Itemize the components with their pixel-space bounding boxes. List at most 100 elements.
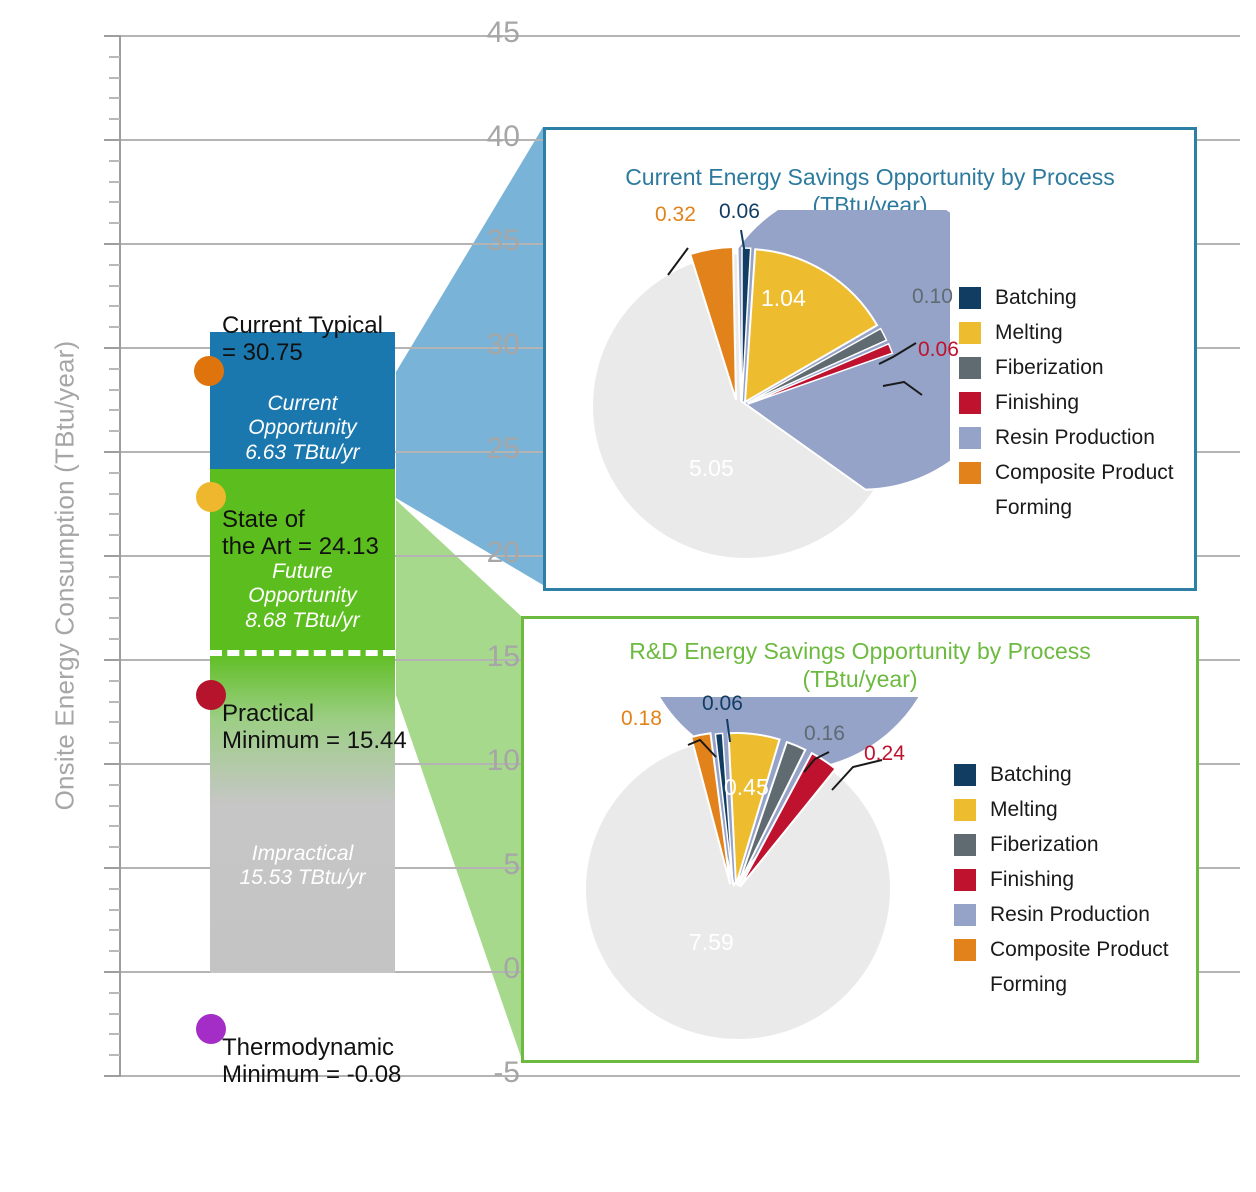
current-opportunity-line2: Opportunity — [248, 416, 357, 440]
marker-thermodynamic-minimum — [196, 1014, 226, 1044]
gridline--5 — [120, 1075, 1240, 1077]
leader-finishing — [831, 759, 883, 791]
legend-item-melting: Melting — [959, 315, 1174, 350]
rd-label-finishing: 0.24 — [864, 742, 905, 765]
legend-label-composite-product-continued: Forming — [990, 973, 1068, 996]
current-label-fiberization: 0.10 — [912, 285, 953, 308]
future-opportunity-label: Future Opportunity 8.68 TBtu/yr — [210, 560, 395, 633]
rd-label-composite: 0.18 — [621, 707, 662, 730]
legend-item-resin-production: Resin Production — [954, 897, 1169, 932]
y-tick-15: 15 — [486, 640, 520, 673]
major-tick--5 — [104, 1075, 120, 1077]
leader-fiberization — [878, 342, 917, 365]
legend-swatch-composite-product-forming-icon — [959, 461, 981, 484]
pie-slice-finishing — [739, 751, 838, 888]
legend-label-melting: Melting — [995, 320, 1063, 344]
legend-label-resin-production: Resin Production — [990, 902, 1150, 926]
current-pie-legend: Batching Melting Fiberization Finishing … — [959, 280, 1174, 525]
legend-item-melting: Melting — [954, 792, 1169, 827]
callout-current-typical: Current Typical = 30.75 — [222, 312, 383, 367]
pie-slice-composite-product-forming — [689, 732, 731, 885]
rd-label-batching: 0.06 — [702, 692, 743, 715]
legend-item-batching: Batching — [959, 280, 1174, 315]
y-tick-45: 45 — [486, 16, 520, 49]
legend-label-finishing: Finishing — [990, 867, 1075, 891]
leader-composite — [667, 247, 689, 276]
marker-state-of-the-art — [196, 482, 226, 512]
legend-label-fiberization: Fiberization — [990, 832, 1099, 856]
legend-swatch-finishing-icon — [954, 868, 976, 891]
impractical-line1: Impractical — [251, 842, 354, 865]
current-label-composite: 0.32 — [655, 203, 696, 226]
rd-savings-panel: R&D Energy Savings Opportunity by Proces… — [521, 616, 1199, 1063]
legend-swatch-finishing-icon — [959, 391, 981, 414]
bar-segment-impractical — [210, 650, 395, 973]
pie-slice-batching — [741, 247, 752, 402]
major-tick-35 — [104, 243, 120, 245]
current-opportunity-line3: 6.63 TBtu/yr — [245, 440, 360, 464]
pie-slice-melting — [743, 248, 879, 404]
future-opportunity-line2: Opportunity — [248, 584, 357, 608]
major-tick-0 — [104, 971, 120, 973]
legend-label-fiberization: Fiberization — [995, 355, 1104, 379]
rd-label-melting: 0.45 — [724, 774, 769, 800]
y-tick--5: -5 — [493, 1056, 520, 1089]
rd-pie-title-unit: (TBtu/year) — [802, 666, 918, 693]
legend-item-resin-production: Resin Production — [959, 420, 1174, 455]
legend-swatch-batching-icon — [954, 763, 976, 786]
leader-batching — [726, 718, 731, 743]
pie-slice-finishing — [747, 342, 894, 405]
rd-pie-title: R&D Energy Savings Opportunity by Proces… — [524, 637, 1196, 693]
major-tick-5 — [104, 867, 120, 869]
legend-item-composite-product-forming: Composite Product — [954, 932, 1169, 967]
legend-swatch-composite-product-forming-icon — [954, 938, 976, 961]
y-tick-35: 35 — [486, 224, 520, 257]
legend-swatch-resin-production-icon — [954, 903, 976, 926]
y-tick-40: 40 — [486, 120, 520, 153]
major-tick-45 — [104, 35, 120, 37]
major-tick-25 — [104, 451, 120, 453]
legend-item-fiberization: Fiberization — [954, 827, 1169, 862]
major-tick-40 — [104, 139, 120, 141]
legend-swatch-fiberization-icon — [954, 833, 976, 856]
legend-swatch-fiberization-icon — [959, 356, 981, 379]
legend-item-finishing: Finishing — [959, 385, 1174, 420]
legend-swatch-melting-icon — [954, 798, 976, 821]
legend-swatch-batching-icon — [959, 286, 981, 309]
current-pie-chart — [593, 210, 950, 558]
impractical-label: Impractical 15.53 TBtu/yr — [210, 842, 395, 891]
marker-current-typical — [194, 356, 224, 386]
major-tick-10 — [104, 763, 120, 765]
legend-item-finishing: Finishing — [954, 862, 1169, 897]
y-tick-5: 5 — [503, 848, 520, 881]
current-opportunity-line1: Current — [267, 392, 338, 415]
legend-item-fiberization: Fiberization — [959, 350, 1174, 385]
y-tick-25: 25 — [486, 432, 520, 465]
y-tick-20: 20 — [486, 536, 520, 569]
current-pie-title-main: Current Energy Savings Opportunity by Pr… — [625, 164, 1115, 190]
current-label-batching: 0.06 — [719, 200, 760, 223]
bar-segment-current-opportunity — [210, 332, 395, 469]
current-connector-wedge — [396, 127, 543, 585]
legend-label-batching: Batching — [990, 762, 1072, 786]
rd-pie-legend: Batching Melting Fiberization Finishing … — [954, 757, 1169, 1002]
callout-thermodynamic-minimum: Thermodynamic Minimum = -0.08 — [222, 1034, 402, 1089]
legend-label-batching: Batching — [995, 285, 1077, 309]
legend-swatch-resin-production-icon — [959, 426, 981, 449]
legend-item-batching: Batching — [954, 757, 1169, 792]
y-tick-30: 30 — [486, 328, 520, 361]
current-savings-panel: Current Energy Savings Opportunity by Pr… — [543, 127, 1197, 591]
pie-slice-fiberization — [737, 740, 807, 887]
major-tick-20 — [104, 555, 120, 557]
leader-fiberization — [803, 751, 830, 773]
rd-connector-wedge — [396, 500, 521, 1057]
gridline-45 — [120, 35, 1240, 37]
legend-label-composite-product: Composite Product — [995, 460, 1174, 484]
pie-slice-batching — [714, 732, 734, 886]
leader-finishing — [882, 380, 923, 396]
y-axis-line — [119, 35, 121, 1077]
future-opportunity-line3: 8.68 TBtu/yr — [245, 608, 360, 632]
rd-label-fiberization: 0.16 — [804, 722, 845, 745]
